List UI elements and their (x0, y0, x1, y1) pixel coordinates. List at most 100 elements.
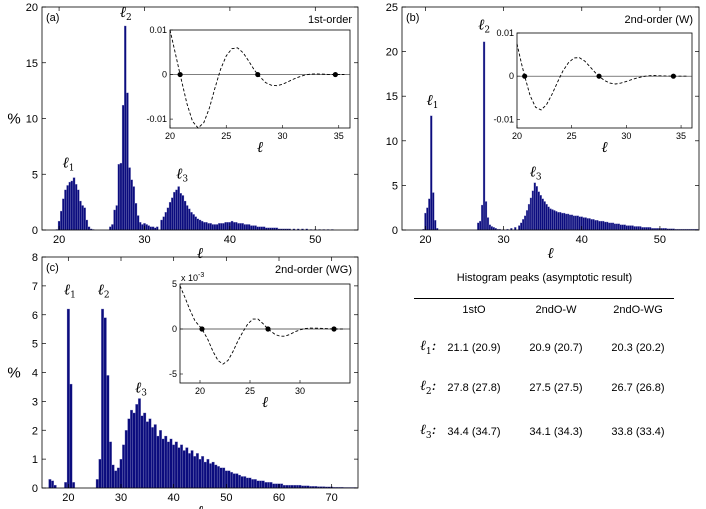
panel-label: (c) (46, 262, 59, 274)
histogram-bar (607, 222, 611, 231)
inset-x-tick-label: 20 (512, 131, 522, 141)
histogram-bar (235, 222, 238, 231)
histogram-bar (66, 308, 70, 489)
inset-y-tick-label: 0.01 (496, 28, 514, 38)
histogram-bar (222, 223, 225, 231)
histogram-bar (232, 473, 236, 489)
histogram-bar (623, 224, 626, 231)
table-header-1stO: 1stO (462, 304, 486, 316)
table-header-2ndO-WG: 2ndO-WG (613, 304, 663, 316)
x-axis-label: ℓ (547, 244, 553, 262)
histogram-bar (615, 223, 619, 231)
histogram-bar (216, 466, 220, 489)
peak-label: ℓ1 (64, 281, 76, 301)
inset-y-tick-label: 0 (509, 71, 514, 81)
histogram-bar (135, 404, 139, 489)
histogram-bar (156, 435, 160, 489)
histogram-bar (185, 447, 189, 489)
histogram-bar (274, 483, 278, 489)
histogram-bar (87, 226, 91, 231)
inset-x-axis-label: ℓ (262, 393, 268, 411)
histogram-bar (629, 225, 632, 231)
histogram-bar (531, 190, 535, 231)
histogram-bar (537, 191, 540, 231)
inset-x-tick-label: 25 (567, 131, 577, 141)
inset-x-tick-label: 20 (165, 131, 175, 141)
asymptotic-curve (179, 285, 345, 365)
panel-title: 2nd-order (WG) (275, 264, 352, 276)
histogram-bar (609, 222, 613, 231)
histogram-bar (565, 213, 568, 231)
inset-y-tick-label: -0.01 (146, 114, 167, 124)
histogram-bar (172, 444, 176, 489)
histogram-bar (64, 482, 68, 489)
histogram-bar (541, 198, 544, 231)
inset-y-tick-label: 0 (162, 70, 167, 80)
peak-label: ℓ3 (135, 379, 147, 399)
zero-marker (332, 71, 338, 78)
histogram-bar (479, 220, 482, 231)
histogram-bar (545, 203, 548, 231)
peak-label: ℓ3 (530, 162, 542, 182)
histogram-bar (148, 418, 152, 489)
histogram-bar (256, 226, 259, 231)
x-tick-label: 30 (138, 234, 150, 246)
x-tick-label: 40 (576, 234, 588, 246)
axes-frame (401, 6, 700, 231)
histogram-bar (147, 225, 150, 231)
y-tick-label: 6 (32, 310, 38, 322)
histogram-bar (177, 447, 181, 489)
histogram-bar (171, 197, 174, 231)
histogram-bar (226, 222, 229, 231)
histogram-bar (130, 409, 134, 489)
histogram-bar (258, 226, 262, 231)
histogram-bar (124, 25, 127, 231)
histogram-bar (149, 226, 153, 231)
y-tick-label: 5 (392, 180, 398, 192)
histogram-bar (72, 177, 76, 231)
histogram-bar (111, 464, 115, 489)
inset-x-tick-label: 30 (295, 386, 305, 396)
histogram-bar (488, 224, 492, 231)
histogram-bar (582, 217, 585, 231)
inset-x-tick-label: 25 (221, 131, 231, 141)
inset-x-tick-label: 30 (621, 131, 631, 141)
x-tick-label: 20 (62, 492, 74, 504)
histogram-bar (145, 421, 149, 489)
histogram-bar (282, 484, 286, 489)
histogram-bar (647, 227, 650, 231)
histogram-bar (224, 222, 227, 231)
x-tick-label: 20 (419, 234, 431, 246)
histogram-bar (631, 225, 634, 231)
histogram-bar (522, 219, 525, 231)
histogram-bar (237, 223, 240, 231)
histogram-bar (183, 200, 187, 231)
table-row-label-1: ℓ1: (420, 338, 437, 357)
x-tick-label: 70 (326, 492, 338, 504)
histogram-bar (130, 179, 133, 231)
histogram-bar (111, 224, 114, 231)
x-tick-label: 50 (220, 492, 232, 504)
histogram-bar (604, 221, 607, 231)
histogram-bar (53, 484, 57, 489)
panel-title: 1st-order (308, 14, 352, 26)
histogram-bar (60, 210, 63, 231)
histogram-bar (637, 226, 640, 231)
histogram-bar (185, 205, 189, 231)
histogram-bar (180, 444, 184, 489)
histogram-bar (209, 223, 212, 231)
zero-marker (199, 326, 205, 332)
inset-b: 20 25 30 35 0.01 0 -0.01 ℓ (493, 28, 693, 156)
table-row-label-3: ℓ3: (420, 422, 437, 441)
histogram-bar (151, 427, 155, 489)
histogram-bar (192, 214, 195, 231)
histogram-bar (85, 219, 89, 231)
table-cell: 20.9 (20.7) (529, 342, 583, 354)
histogram-bar (613, 223, 617, 231)
histogram-bar (578, 216, 581, 231)
histogram-bar (643, 227, 646, 231)
histogram-bar (122, 444, 126, 489)
histogram-bar (606, 221, 609, 231)
histogram-bar (523, 215, 527, 231)
panel-a: 20 30 40 50 0 5 10 15 20 (a) 1st-order ℓ% ℓ1 ℓ2 ℓ3 20 25… (7, 2, 359, 262)
